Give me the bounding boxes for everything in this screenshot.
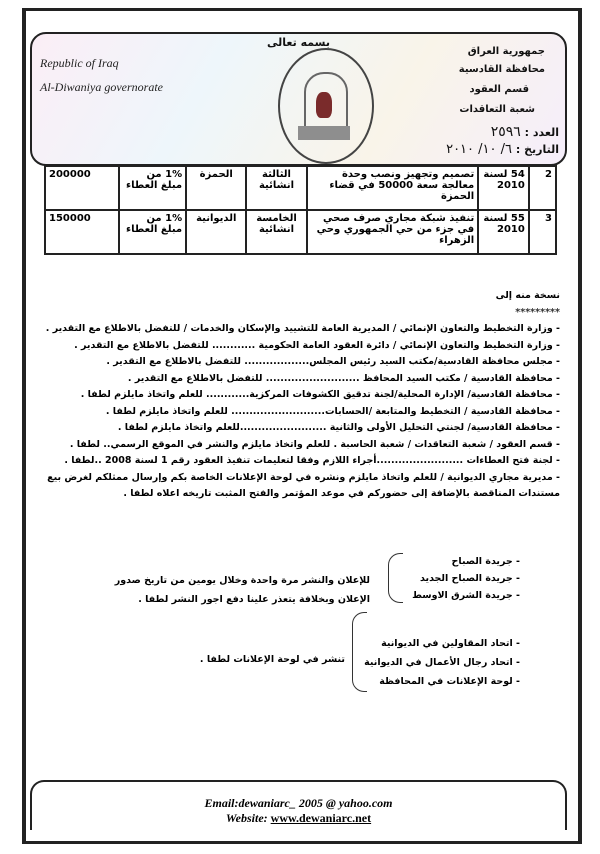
copy-recipient: - محافظة القادسية/ لجنتي التحليل الأولى … xyxy=(117,422,560,433)
ar-department: قسم العقود xyxy=(469,84,529,95)
newspaper-note: للإعلان والنشر مرة واحدة وخلال يومين من … xyxy=(114,575,370,605)
cell-category: الثالثة انشائية xyxy=(245,165,308,211)
ar-country: جمهورية العراق xyxy=(467,46,545,57)
cell-tender: 55 لسنة 2010 xyxy=(477,209,530,255)
website-link[interactable]: www.dewaniarc.net xyxy=(270,811,372,825)
copies-title: نسخة منه إلى xyxy=(495,290,560,301)
newspaper-item: - جريدة الشرق الاوسط xyxy=(412,590,520,601)
doc-date: التاريخ : ٦/ ١٠/ ٢٠١٠ xyxy=(446,142,559,157)
cell-location: الحمزة xyxy=(185,165,248,211)
copy-recipient: مستندات المناقصة بالإضافة إلى حضوركم في … xyxy=(123,488,560,499)
board-note: تنشر في لوحة الإعلانات لطفا . xyxy=(199,654,345,665)
cell-amount: 200000 xyxy=(43,165,121,211)
cell-amount: 150000 xyxy=(43,209,121,255)
tender-table: 2 54 لسنة 2010 تصميم وتجهيز ونصب وحدة معال… xyxy=(43,165,558,255)
basmala: بسمه تعالى xyxy=(267,36,330,49)
newspaper-item: - جريدة الصباح xyxy=(451,556,520,567)
table-row: 3 55 لسنة 2010 تنفيذ شبكة مجاري صرف صحي في… xyxy=(43,209,558,255)
copy-recipient: - قسم العقود / شعبة التعاقدات / شعبة الح… xyxy=(69,438,560,450)
ar-governorate: محافظة القادسية xyxy=(458,64,545,75)
copy-recipient: - مديرية مجاري الديوانية / للعلم واتخاذ … xyxy=(47,471,560,483)
cell-tender: 54 لسنة 2010 xyxy=(477,165,530,211)
board-item: - اتحاد رجال الأعمال في الديوانية xyxy=(364,657,520,668)
copy-recipient: - لجنة فتح العطاءات ....................… xyxy=(64,455,560,466)
board-item: - لوحة الإعلانات في المحافظة xyxy=(379,676,520,687)
newspaper-item: - جريدة الصباح الجديد xyxy=(420,573,520,584)
doc-number: العدد : ٢٥٩٦ xyxy=(490,124,559,140)
cell-guarantee: 1% من مبلغ العطاء xyxy=(118,165,188,211)
cell-category: الخامسة انشائية xyxy=(245,209,308,255)
table-row: 2 54 لسنة 2010 تصميم وتجهيز ونصب وحدة معال… xyxy=(43,165,558,211)
cell-no: 3 xyxy=(527,209,558,255)
cell-no: 2 xyxy=(527,165,558,211)
cell-guarantee: 1% من مبلغ العطاء xyxy=(118,209,188,255)
newspaper-list: - جريدة الصباح - جريدة الصباح الجديد - ج… xyxy=(412,553,520,604)
copy-recipient: - مجلس محافظة القادسية/مكتب السيد رئيس ا… xyxy=(106,356,560,367)
cell-description: تصميم وتجهيز ونصب وحدة معالجة سعة 50000 … xyxy=(305,165,480,211)
board-item: - اتحاد المقاولين في الديوانية xyxy=(381,638,520,649)
letterhead: بسمه تعالى Republic of Iraq Al-Diwaniya … xyxy=(30,32,567,166)
copy-recipient: - محافظة القادسية / التخطيط والمتابعة /ا… xyxy=(105,405,560,417)
copy-recipient: - وزارة التخطيط والتعاون الإنمائي / دائر… xyxy=(74,339,560,351)
en-governorate: Al-Diwaniya governorate xyxy=(40,80,163,94)
page-border xyxy=(22,8,582,844)
copies-list: نسخة منه إلى ********* - وزارة التخطيط و… xyxy=(40,290,560,505)
governorate-emblem xyxy=(278,48,374,164)
ar-section: شعبة التعاقدات xyxy=(459,104,535,115)
en-country: Republic of Iraq xyxy=(40,56,119,70)
footer-email: Email:dewaniarc_ 2005 @ yahoo.com xyxy=(204,796,393,810)
footer: Email:dewaniarc_ 2005 @ yahoo.com Websit… xyxy=(30,780,567,830)
copies-stars: ********* xyxy=(515,306,560,318)
brace xyxy=(388,553,403,603)
board-list: - اتحاد المقاولين في الديوانية - اتحاد ر… xyxy=(364,634,520,691)
cell-location: الديوانية xyxy=(185,209,248,255)
cell-description: تنفيذ شبكة مجاري صرف صحي في جزء من حي ال… xyxy=(305,209,480,255)
copy-recipient: - وزارة التخطيط والتعاون الإنمائي / المد… xyxy=(45,323,560,334)
copy-recipient: - محافظة القادسية / مكتب السيد المحافظ .… xyxy=(127,372,560,384)
copy-recipient: - محافظة القادسية/ الإدارة المحلية/لجنة … xyxy=(80,389,560,400)
